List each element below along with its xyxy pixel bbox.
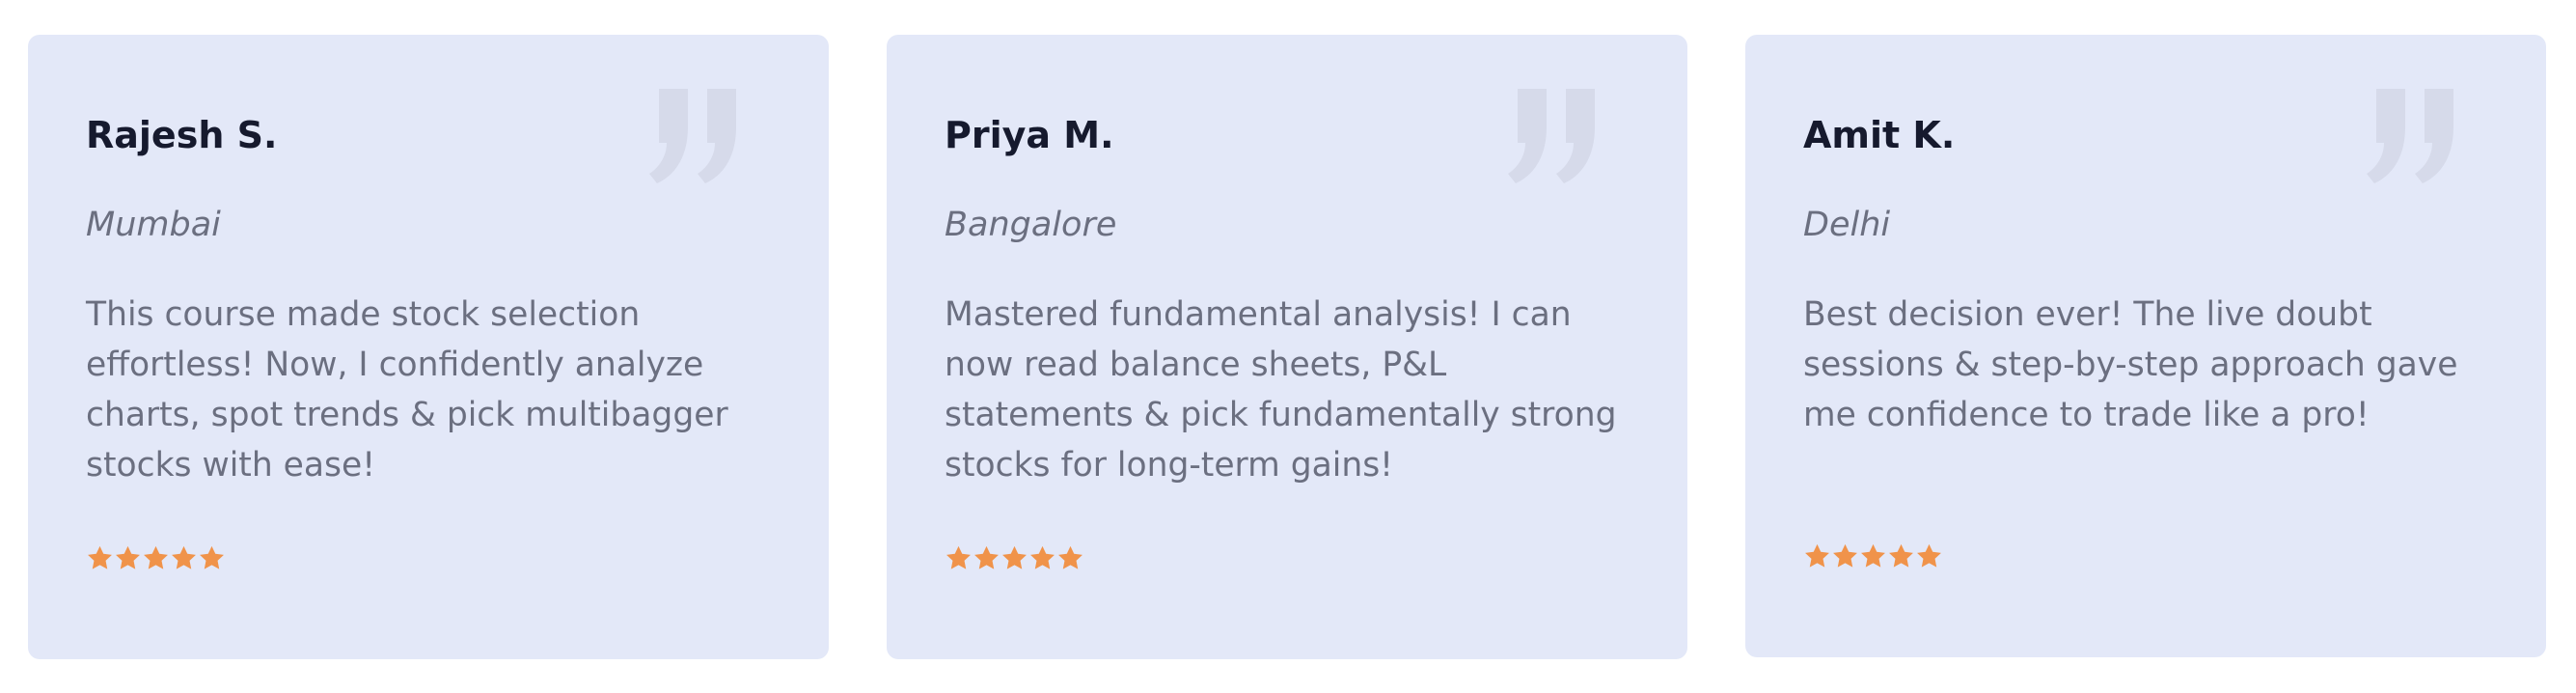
reviewer-location: Delhi — [1803, 206, 1891, 244]
star-icon — [142, 544, 170, 572]
quote-icon — [645, 89, 750, 183]
star-icon — [1056, 544, 1084, 572]
star-rating — [86, 544, 226, 572]
reviewer-name: Rajesh S. — [86, 114, 278, 156]
reviewer-location: Bangalore — [945, 206, 1117, 244]
star-icon — [1803, 542, 1831, 570]
reviewer-location: Mumbai — [86, 206, 221, 244]
star-icon — [1915, 542, 1943, 570]
star-icon — [973, 544, 1000, 572]
testimonial-card: Priya M. Bangalore Mastered fundamental … — [887, 35, 1687, 659]
star-icon — [1000, 544, 1028, 572]
review-text: Mastered fundamental analysis! I can now… — [945, 295, 1617, 485]
star-icon — [198, 544, 226, 572]
star-rating — [945, 544, 1084, 572]
star-rating — [1803, 542, 1943, 570]
star-icon — [170, 544, 198, 572]
quote-icon — [2363, 89, 2467, 183]
star-icon — [1028, 544, 1056, 572]
testimonial-card: Rajesh S. Mumbai This course made stock … — [28, 35, 829, 659]
star-icon — [945, 544, 973, 572]
star-icon — [86, 544, 114, 572]
reviewer-name: Priya M. — [945, 114, 1114, 156]
quote-icon — [1504, 89, 1608, 183]
star-icon — [1859, 542, 1887, 570]
star-icon — [1831, 542, 1859, 570]
reviewer-name: Amit K. — [1803, 114, 1956, 156]
star-icon — [114, 544, 142, 572]
review-text: Best decision ever! The live doubt sessi… — [1803, 295, 2458, 434]
star-icon — [1887, 542, 1915, 570]
review-text: This course made stock selection effortl… — [86, 295, 728, 485]
testimonial-card: Amit K. Delhi Best decision ever! The li… — [1745, 35, 2546, 657]
